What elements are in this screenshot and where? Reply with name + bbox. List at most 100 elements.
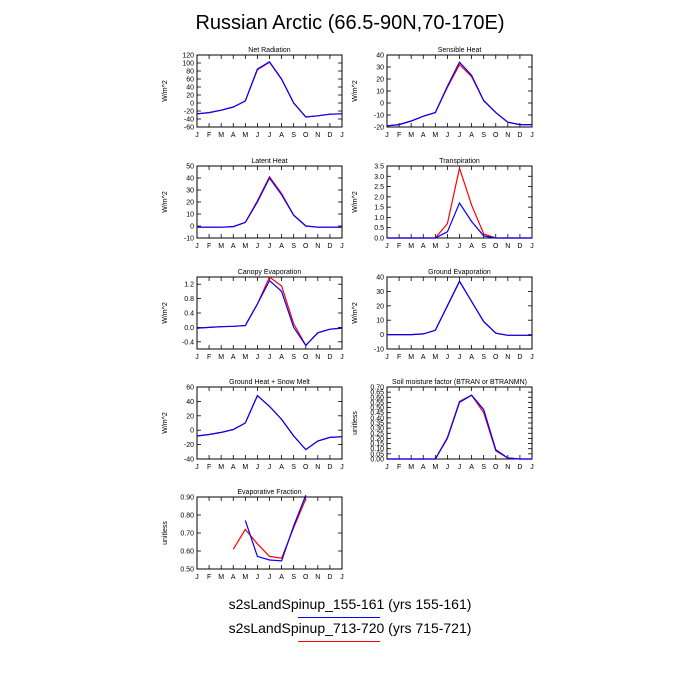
y-tick-label: 2.5 <box>374 184 384 191</box>
y-tick-label: 3.5 <box>374 164 384 171</box>
y-axis-label: W/m^2 <box>162 302 169 324</box>
x-tick-label: S <box>481 464 486 471</box>
x-tick-label: O <box>303 464 309 471</box>
panel-frame <box>196 496 343 570</box>
series-line-1 <box>387 201 532 239</box>
x-tick-label: M <box>432 132 438 139</box>
x-tick-label: J <box>530 132 534 139</box>
x-tick-label: J <box>385 354 389 361</box>
x-tick-label: F <box>397 132 401 139</box>
legend-entry-1: s2sLandSpinup_155-161 (yrs 155-161) <box>228 596 472 612</box>
x-tick-label: J <box>385 464 389 471</box>
y-tick-label: 0.0 <box>374 236 384 243</box>
x-tick-label: N <box>505 464 510 471</box>
y-tick-label: 3.0 <box>374 174 384 181</box>
x-tick-label: F <box>207 132 211 139</box>
panel-frame <box>196 276 343 350</box>
panel-frame <box>386 276 533 350</box>
x-tick-label: N <box>315 243 320 250</box>
panel-5: Canopy Evaporation W/m^2 1.2 0.8 0.4 0.0 -0.4 J… <box>162 269 344 361</box>
x-tick-label: M <box>408 464 414 471</box>
series-line-1 <box>197 176 342 228</box>
legend-swatch-1 <box>298 617 380 618</box>
y-tick-label: 0.70 <box>180 531 194 538</box>
x-tick-label: M <box>218 243 224 250</box>
x-tick-label: M <box>242 243 248 250</box>
x-tick-label: J <box>385 132 389 139</box>
y-axis-label: unitless <box>352 411 359 435</box>
x-tick-label: F <box>397 464 401 471</box>
x-tick-label: J <box>458 243 462 250</box>
x-tick-label: M <box>432 464 438 471</box>
y-tick-label: 0.05 <box>370 451 384 458</box>
panel-frame <box>196 386 343 460</box>
x-tick-label: A <box>231 243 236 250</box>
y-tick-label: 0.10 <box>370 446 384 453</box>
series-line-1 <box>244 494 307 562</box>
y-tick-label: -0.4 <box>182 339 194 346</box>
x-tick-label: A <box>231 132 236 139</box>
x-tick-label: S <box>291 574 296 581</box>
x-tick-label: F <box>397 243 401 250</box>
x-tick-label: D <box>517 132 522 139</box>
x-tick-label: S <box>291 243 296 250</box>
x-tick-label: N <box>505 354 510 361</box>
x-tick-label: A <box>421 354 426 361</box>
x-tick-label: A <box>231 464 236 471</box>
x-tick-label: J <box>256 243 260 250</box>
y-axis-label: W/m^2 <box>162 412 169 434</box>
x-tick-label: D <box>327 243 332 250</box>
panel-title: Net Radiation <box>248 47 291 54</box>
y-tick-label: 0.65 <box>370 390 384 397</box>
y-tick-label: 0 <box>190 428 194 435</box>
y-tick-label: 0 <box>380 332 384 339</box>
x-tick-label: M <box>218 464 224 471</box>
x-tick-label: J <box>268 574 272 581</box>
x-tick-label: J <box>256 132 260 139</box>
x-tick-label: D <box>517 243 522 250</box>
panel-title: Evaporative Fraction <box>237 489 301 496</box>
y-tick-label: 0.0 <box>184 325 194 332</box>
y-tick-label: 120 <box>182 53 194 60</box>
x-tick-label: M <box>432 354 438 361</box>
x-tick-label: D <box>327 464 332 471</box>
series-line-2 <box>386 63 532 127</box>
panel-title: Sensible Heat <box>438 47 482 54</box>
y-tick-label: -10 <box>374 347 384 354</box>
x-tick-label: J <box>268 243 272 250</box>
series-line-2 <box>196 61 343 118</box>
x-tick-label: F <box>207 464 211 471</box>
x-tick-label: M <box>242 354 248 361</box>
y-tick-label: 20 <box>376 303 384 310</box>
series-line-2 <box>387 394 532 460</box>
x-tick-label: J <box>195 574 199 581</box>
series-line-2 <box>197 175 342 228</box>
y-tick-label: 0.80 <box>180 513 194 520</box>
series-line-1 <box>387 280 532 336</box>
x-tick-label: M <box>408 354 414 361</box>
y-tick-label: -10 <box>184 236 194 243</box>
x-tick-label: J <box>446 464 450 471</box>
x-tick-label: J <box>195 464 199 471</box>
x-tick-label: N <box>315 574 320 581</box>
y-tick-label: 0.8 <box>184 296 194 303</box>
x-tick-label: M <box>432 243 438 250</box>
y-tick-label: 40 <box>376 53 384 60</box>
y-tick-label: 0.5 <box>374 225 384 232</box>
x-tick-label: N <box>315 132 320 139</box>
x-tick-label: A <box>231 354 236 361</box>
series-line-1 <box>196 279 343 347</box>
y-tick-label: 0 <box>380 101 384 108</box>
x-tick-label: J <box>446 243 450 250</box>
x-tick-label: A <box>421 243 426 250</box>
x-tick-label: J <box>195 243 199 250</box>
x-tick-label: O <box>303 132 309 139</box>
x-tick-label: N <box>505 132 510 139</box>
x-tick-label: S <box>291 132 296 139</box>
page-title: Russian Arctic (66.5-90N,70-170E) <box>195 12 505 34</box>
y-tick-label: 60 <box>186 77 194 84</box>
x-tick-label: D <box>517 464 522 471</box>
y-tick-label: 0.25 <box>370 431 384 438</box>
panel-title: Canopy Evaporation <box>238 269 302 276</box>
